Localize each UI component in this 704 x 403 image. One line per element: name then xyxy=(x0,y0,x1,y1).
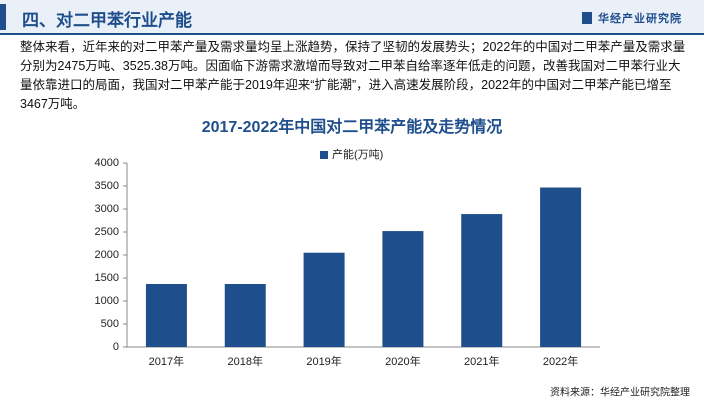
legend-swatch xyxy=(320,151,328,159)
paragraph: 整体来看，近年来的对二甲苯产量及需求量均呈上涨趋势，保持了坚韧的发展势头；202… xyxy=(20,40,686,111)
y-tick-label: 3000 xyxy=(95,203,119,215)
bar xyxy=(224,283,266,347)
x-tick-label: 2018年 xyxy=(228,354,263,368)
y-tick-label: 0 xyxy=(113,341,119,353)
x-tick-label: 2022年 xyxy=(543,354,578,368)
x-tick-label: 2017年 xyxy=(149,354,184,368)
y-tick-label: 2500 xyxy=(95,226,119,238)
bar xyxy=(540,187,582,347)
y-tick-label: 1000 xyxy=(95,295,119,307)
bar xyxy=(145,283,187,347)
y-tick-label: 2000 xyxy=(95,249,119,261)
bar xyxy=(382,231,424,347)
y-tick-label: 1500 xyxy=(95,272,119,284)
bar xyxy=(303,252,345,347)
header-title: 四、对二甲苯行业产能 xyxy=(22,11,192,30)
logo: 华经产业研究院 xyxy=(582,10,682,26)
header: 四、对二甲苯行业产能 华经产业研究院 xyxy=(0,0,704,35)
legend-label: 产能(万吨) xyxy=(332,147,383,161)
y-tick-label: 3500 xyxy=(95,180,119,192)
y-tick-label: 500 xyxy=(101,318,119,330)
header-accent xyxy=(0,4,6,30)
source: 资料来源：华经产业研究院整理 xyxy=(550,386,690,399)
x-tick-label: 2020年 xyxy=(385,354,420,368)
y-tick-label: 4000 xyxy=(95,157,119,169)
bar xyxy=(461,214,503,347)
chart-title: 2017-2022年中国对二甲苯产能及走势情况 xyxy=(202,117,503,136)
x-tick-label: 2019年 xyxy=(306,354,341,368)
x-tick-label: 2021年 xyxy=(464,354,499,368)
logo-text: 华经产业研究院 xyxy=(598,13,682,25)
